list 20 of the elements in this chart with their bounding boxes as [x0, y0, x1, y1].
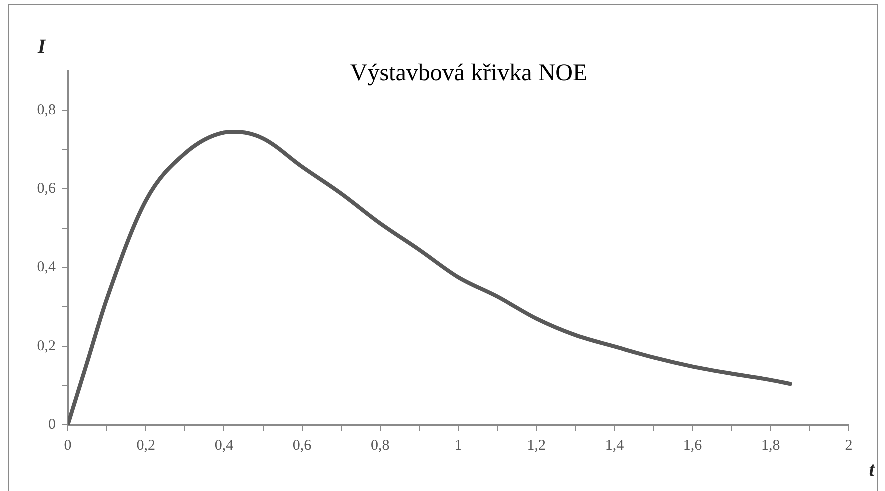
x-tick-label: 1	[454, 438, 462, 454]
x-tick-label: 1,8	[762, 438, 780, 454]
x-tick-label: 0,2	[136, 438, 156, 454]
y-axis-title: I	[37, 36, 47, 58]
x-tick-label: 1,2	[527, 438, 546, 454]
x-tick-label: 0	[64, 438, 72, 454]
x-tick-label: 0,6	[292, 438, 312, 454]
line-series	[68, 130, 792, 425]
x-tick-label: 0,4	[214, 438, 234, 454]
y-tick-label: 0,6	[37, 180, 56, 197]
y-tick-label: 0,4	[37, 260, 56, 276]
x-tick-label: 1,6	[683, 438, 703, 454]
chart-title: Výstavbová křivka NOE	[350, 60, 588, 86]
x-axis-title: t	[869, 459, 876, 482]
y-tick-label: 0,2	[37, 338, 56, 354]
y-tick-label: 0,8	[37, 102, 56, 118]
y-tick-label: 0	[48, 416, 56, 433]
x-tick-label: 0,8	[371, 438, 390, 454]
x-tick-label: 2	[845, 438, 853, 454]
x-tick-label: 1,4	[605, 438, 625, 454]
